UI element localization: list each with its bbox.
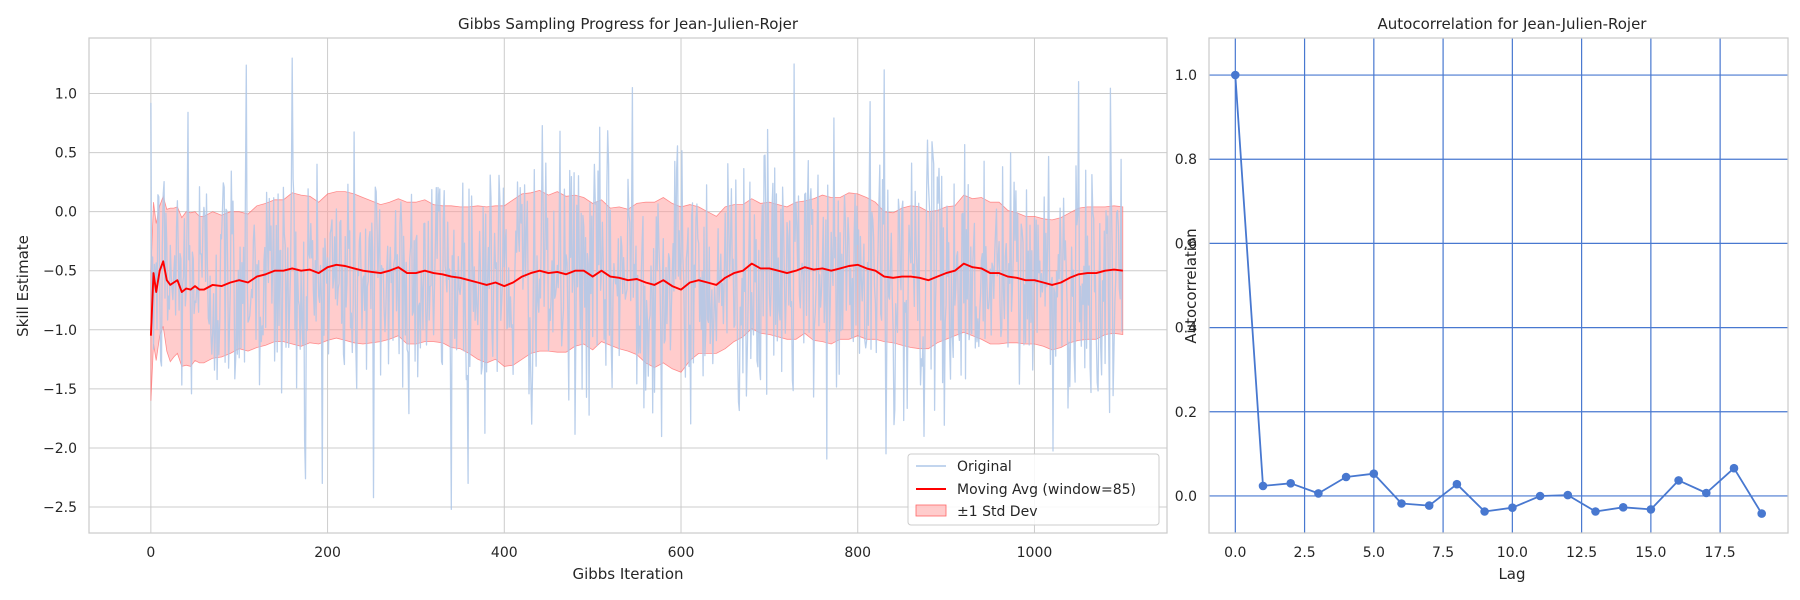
trace-x-tick-label: 400 <box>491 545 518 561</box>
trace-y-tick-label: −2.0 <box>43 441 77 457</box>
legend-label-std-dev: ±1 Std Dev <box>957 504 1037 520</box>
legend-box <box>907 453 1160 526</box>
autocorrelation-point <box>1563 490 1573 500</box>
acf-plot-area <box>1209 38 1788 533</box>
trace-chart-title: Gibbs Sampling Progress for Jean-Julien-… <box>458 15 799 33</box>
acf-x-tick-label: 5.0 <box>1363 545 1385 561</box>
autocorrelation-line <box>1234 74 1763 515</box>
trace-frame <box>88 37 1168 534</box>
trace-y-tick-label: −1.5 <box>43 382 77 398</box>
trace-x-tick-label: 200 <box>314 545 341 561</box>
acf-x-ticks: 0.0 2.5 5.0 7.5 10.0 12.5 15.0 17.5 <box>1224 545 1736 561</box>
acf-x-tick-label: 10.0 <box>1497 545 1528 561</box>
autocorrelation-point <box>1729 463 1739 473</box>
trace-x-tick-label: 1000 <box>1017 545 1053 561</box>
acf-y-tick-label: 0.4 <box>1175 321 1197 337</box>
trace-y-tick-label: −0.5 <box>43 264 77 280</box>
autocorrelation-point <box>1480 507 1489 516</box>
autocorrelation-point <box>1369 469 1379 479</box>
autocorrelation-point <box>1591 507 1600 516</box>
trace-y-axis-label: Skill Estimate <box>14 235 32 337</box>
autocorrelation-point <box>1314 489 1323 498</box>
acf-y-ticks: 1.0 0.8 0.6 0.4 0.2 0.0 <box>1175 68 1197 505</box>
trace-y-tick-label: 0.5 <box>55 146 77 162</box>
acf-grid <box>1209 38 1788 533</box>
moving-average-line <box>149 260 1123 336</box>
trace-y-tick-label: 1.0 <box>55 87 77 103</box>
acf-y-tick-label: 0.8 <box>1175 152 1197 168</box>
trace-series-group <box>149 57 1124 511</box>
acf-x-tick-label: 15.0 <box>1635 545 1666 561</box>
acf-chart-title: Autocorrelation for Jean-Julien-Rojer <box>1378 15 1648 33</box>
acf-x-tick-label: 0.0 <box>1224 545 1246 561</box>
acf-x-axis-label: Lag <box>1498 565 1525 583</box>
trace-y-tick-label: −2.5 <box>43 500 77 516</box>
legend-swatch-std-dev <box>915 504 947 517</box>
autocorrelation-point <box>1452 479 1462 489</box>
autocorrelation-point <box>1618 503 1628 512</box>
acf-frame <box>1208 37 1789 534</box>
trace-x-tick-label: 800 <box>844 545 871 561</box>
trace-x-axis-label: Gibbs Iteration <box>572 565 683 583</box>
trace-y-ticks: 1.0 0.5 0.0 −0.5 −1.0 −1.5 −2.0 −2.5 <box>43 87 77 516</box>
acf-y-tick-label: 1.0 <box>1175 68 1197 84</box>
autocorrelation-point <box>1397 499 1406 508</box>
autocorrelation-point <box>1231 70 1240 80</box>
acf-y-axis-label: Autocorrelation <box>1182 228 1200 343</box>
autocorrelation-point <box>1341 472 1351 482</box>
gibbs-trace-chart: 0 200 400 600 800 1000 1.0 0.5 0.0 −0.5 −1.0 −1.5 −… <box>14 15 1168 583</box>
original-trace-line <box>150 57 1123 511</box>
trace-x-ticks: 0 200 400 600 800 1000 <box>146 545 1052 561</box>
legend-label-moving-avg: Moving Avg (window=85) <box>957 482 1136 498</box>
acf-x-tick-label: 12.5 <box>1566 545 1597 561</box>
acf-y-tick-label: 0.0 <box>1175 489 1197 505</box>
acf-x-tick-label: 2.5 <box>1293 545 1315 561</box>
trace-legend: Original Moving Avg (window=85) ±1 Std D… <box>907 453 1160 526</box>
autocorrelation-point <box>1508 503 1517 512</box>
trace-y-tick-label: 0.0 <box>55 205 77 221</box>
acf-y-tick-label: 0.2 <box>1175 405 1197 421</box>
autocorrelation-point <box>1258 481 1268 491</box>
autocorrelation-point <box>1286 479 1295 488</box>
trace-x-tick-label: 0 <box>146 545 155 561</box>
trace-x-tick-label: 600 <box>668 545 695 561</box>
trace-y-tick-label: −1.0 <box>43 323 77 339</box>
autocorrelation-point <box>1757 509 1766 518</box>
acf-x-tick-label: 17.5 <box>1705 545 1736 561</box>
autocorrelation-chart: 0.0 2.5 5.0 7.5 10.0 12.5 15.0 17.5 1.0 0.8 0.6 0.… <box>1175 15 1789 583</box>
acf-x-tick-label: 7.5 <box>1432 545 1454 561</box>
autocorrelation-point <box>1424 501 1434 510</box>
autocorrelation-point <box>1674 476 1683 485</box>
acf-series-group <box>1231 70 1766 518</box>
acf-y-tick-label: 0.6 <box>1175 236 1197 252</box>
legend-label-original: Original <box>957 459 1012 475</box>
autocorrelation-point <box>1646 505 1656 514</box>
autocorrelation-point <box>1702 488 1711 498</box>
autocorrelation-point <box>1535 491 1545 501</box>
